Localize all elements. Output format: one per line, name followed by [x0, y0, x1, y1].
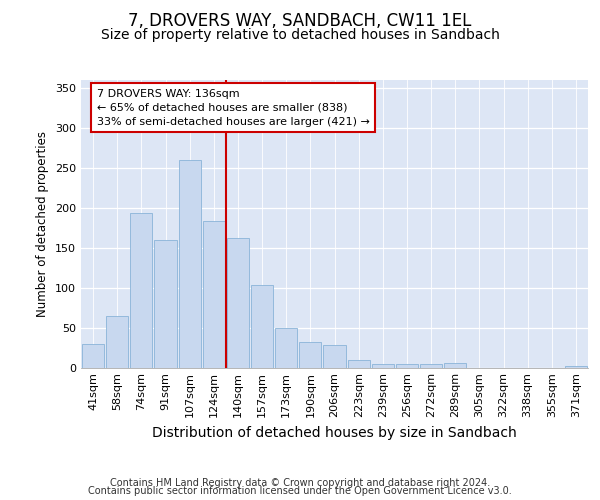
Y-axis label: Number of detached properties: Number of detached properties — [37, 130, 49, 317]
Text: Contains public sector information licensed under the Open Government Licence v3: Contains public sector information licen… — [88, 486, 512, 496]
Bar — [444, 362, 466, 368]
Bar — [130, 212, 152, 368]
Text: Contains HM Land Registry data © Crown copyright and database right 2024.: Contains HM Land Registry data © Crown c… — [110, 478, 490, 488]
Bar — [227, 238, 249, 368]
Bar — [396, 364, 418, 368]
Bar — [565, 366, 587, 368]
Bar — [323, 345, 346, 368]
Bar — [179, 160, 201, 368]
Bar — [154, 240, 176, 368]
Bar — [371, 364, 394, 368]
Bar — [299, 342, 322, 367]
Bar — [203, 220, 225, 368]
Text: 7 DROVERS WAY: 136sqm
← 65% of detached houses are smaller (838)
33% of semi-det: 7 DROVERS WAY: 136sqm ← 65% of detached … — [97, 89, 370, 127]
Bar — [82, 344, 104, 367]
Bar — [106, 316, 128, 368]
Bar — [420, 364, 442, 368]
Bar — [347, 360, 370, 368]
Text: 7, DROVERS WAY, SANDBACH, CW11 1EL: 7, DROVERS WAY, SANDBACH, CW11 1EL — [128, 12, 472, 30]
Bar — [275, 328, 298, 368]
Text: Size of property relative to detached houses in Sandbach: Size of property relative to detached ho… — [101, 28, 499, 42]
Bar — [251, 285, 273, 368]
X-axis label: Distribution of detached houses by size in Sandbach: Distribution of detached houses by size … — [152, 426, 517, 440]
